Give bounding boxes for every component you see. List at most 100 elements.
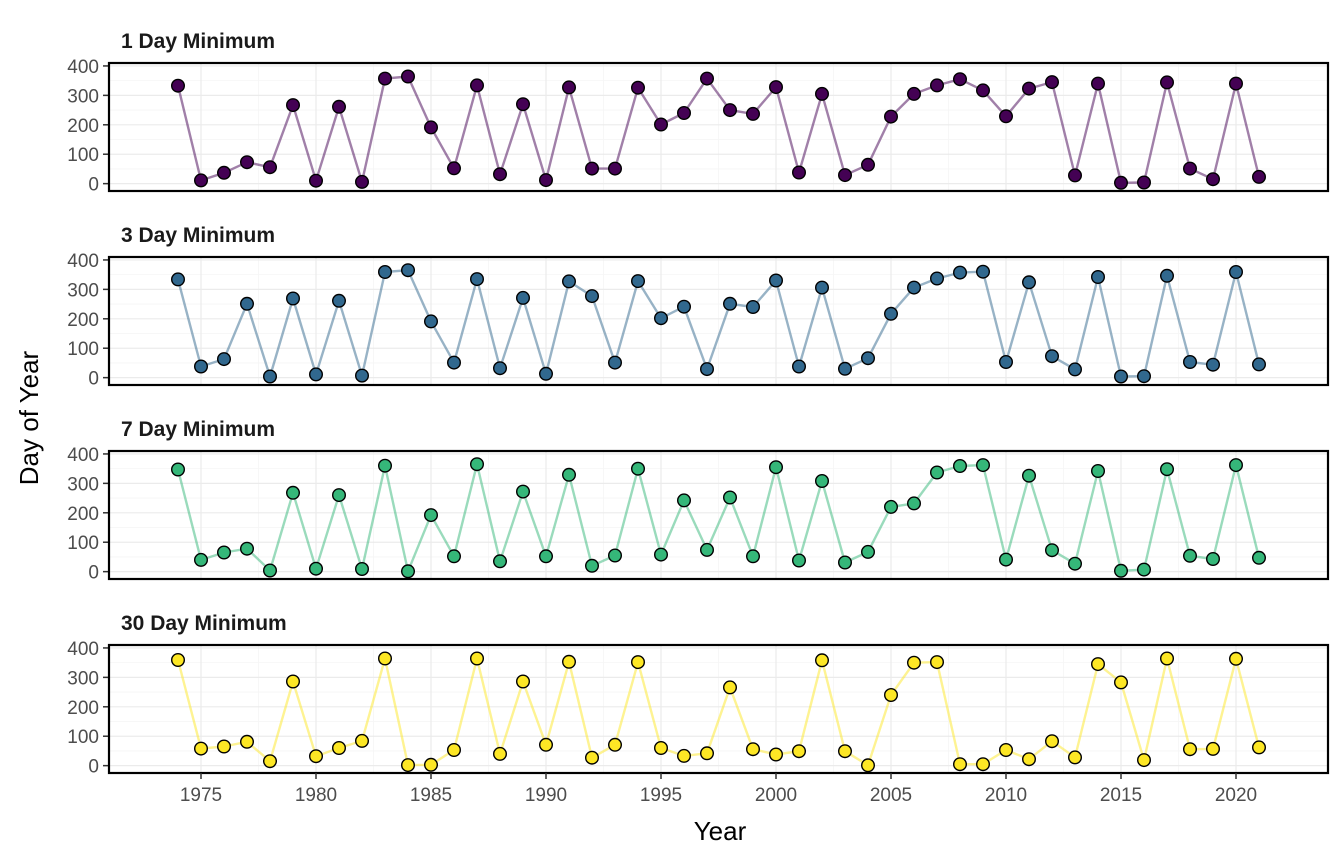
data-point <box>585 289 600 304</box>
data-point <box>1090 76 1105 91</box>
data-point <box>1113 675 1128 690</box>
data-point <box>1205 357 1220 372</box>
y-tick-label: 400 <box>67 57 99 78</box>
y-tick-label: 100 <box>67 145 99 166</box>
data-point <box>1136 175 1151 190</box>
data-point <box>1182 355 1197 370</box>
y-tick-label: 300 <box>67 280 99 301</box>
y-tick-label: 100 <box>67 727 99 748</box>
data-point <box>999 743 1014 758</box>
data-point <box>286 291 301 306</box>
data-point <box>723 296 738 311</box>
y-tick-label: 200 <box>67 698 99 719</box>
data-point <box>1022 275 1037 290</box>
data-point <box>953 757 968 772</box>
y-axis-title: Day of Year <box>14 350 44 485</box>
x-tick-label: 2010 <box>985 785 1027 806</box>
data-point <box>1228 458 1243 473</box>
data-point <box>447 161 462 176</box>
panel-1-day-minimum: 1 Day Minimum 0 100 200 300 400 <box>67 30 1330 196</box>
data-point <box>1251 740 1266 755</box>
data-point <box>401 69 416 84</box>
data-point <box>953 72 968 87</box>
data-point <box>263 369 278 384</box>
x-tick-label: 1990 <box>525 785 567 806</box>
x-axis-title: Year <box>694 816 747 846</box>
data-point <box>1159 75 1174 90</box>
panel-title: 30 Day Minimum <box>121 612 287 635</box>
data-point <box>815 653 830 668</box>
data-point <box>1044 349 1059 364</box>
data-point <box>562 274 577 289</box>
x-tick-label: 1985 <box>410 785 452 806</box>
data-point <box>884 306 899 321</box>
data-point <box>309 561 324 576</box>
data-point <box>815 280 830 295</box>
series-line-7-day-minimum <box>176 463 1261 573</box>
data-point <box>355 368 370 383</box>
y-tick-label: 300 <box>67 474 99 495</box>
y-tick-label: 400 <box>67 251 99 272</box>
data-point <box>1113 175 1128 190</box>
data-point <box>1159 462 1174 477</box>
panel-title: 1 Day Minimum <box>121 30 275 53</box>
data-point <box>193 359 208 374</box>
data-point <box>999 355 1014 370</box>
data-point <box>424 508 439 523</box>
data-point <box>700 362 715 377</box>
data-point <box>654 311 669 326</box>
data-point <box>1090 464 1105 479</box>
data-point <box>355 733 370 748</box>
data-point <box>953 459 968 474</box>
data-point <box>792 553 807 568</box>
y-tick-label: 300 <box>67 668 99 689</box>
data-point <box>470 457 485 472</box>
data-point <box>239 155 254 170</box>
data-point <box>792 744 807 759</box>
data-point <box>1136 753 1151 768</box>
data-point <box>654 117 669 132</box>
data-point <box>700 746 715 761</box>
data-point <box>516 674 531 689</box>
data-point <box>769 460 784 475</box>
data-point <box>539 366 554 381</box>
data-point <box>884 499 899 514</box>
data-point <box>1228 651 1243 666</box>
panel-3-day-minimum: 3 Day Minimum 0 100 200 300 400 <box>67 224 1330 390</box>
x-tick-label: 2005 <box>870 785 912 806</box>
data-point <box>562 654 577 669</box>
data-point <box>1067 362 1082 377</box>
data-point <box>309 749 324 764</box>
data-point <box>1136 369 1151 384</box>
data-point <box>907 280 922 295</box>
panel-border <box>107 255 1330 387</box>
data-point <box>884 688 899 703</box>
data-point <box>1205 741 1220 756</box>
data-point <box>401 564 416 579</box>
data-point <box>309 367 324 382</box>
data-point <box>677 493 692 508</box>
data-point <box>815 474 830 489</box>
data-point <box>539 737 554 752</box>
data-point <box>746 300 761 315</box>
data-point <box>332 293 347 308</box>
data-point <box>815 86 830 101</box>
data-point <box>170 272 185 287</box>
data-point <box>654 547 669 562</box>
data-point <box>1067 556 1082 571</box>
x-tick-label: 2020 <box>1215 785 1257 806</box>
data-point <box>193 741 208 756</box>
series-line-3-day-minimum <box>176 269 1261 378</box>
data-point <box>470 651 485 666</box>
data-point <box>838 744 853 759</box>
x-tick-label: 2000 <box>755 785 797 806</box>
data-point <box>355 562 370 577</box>
data-point <box>239 734 254 749</box>
panel-7-day-minimum: 7 Day Minimum 0 100 200 300 400 <box>67 418 1330 584</box>
data-point <box>401 758 416 773</box>
data-point <box>332 488 347 503</box>
y-tick-label: 0 <box>88 369 99 390</box>
data-point <box>378 71 393 86</box>
data-point <box>424 757 439 772</box>
